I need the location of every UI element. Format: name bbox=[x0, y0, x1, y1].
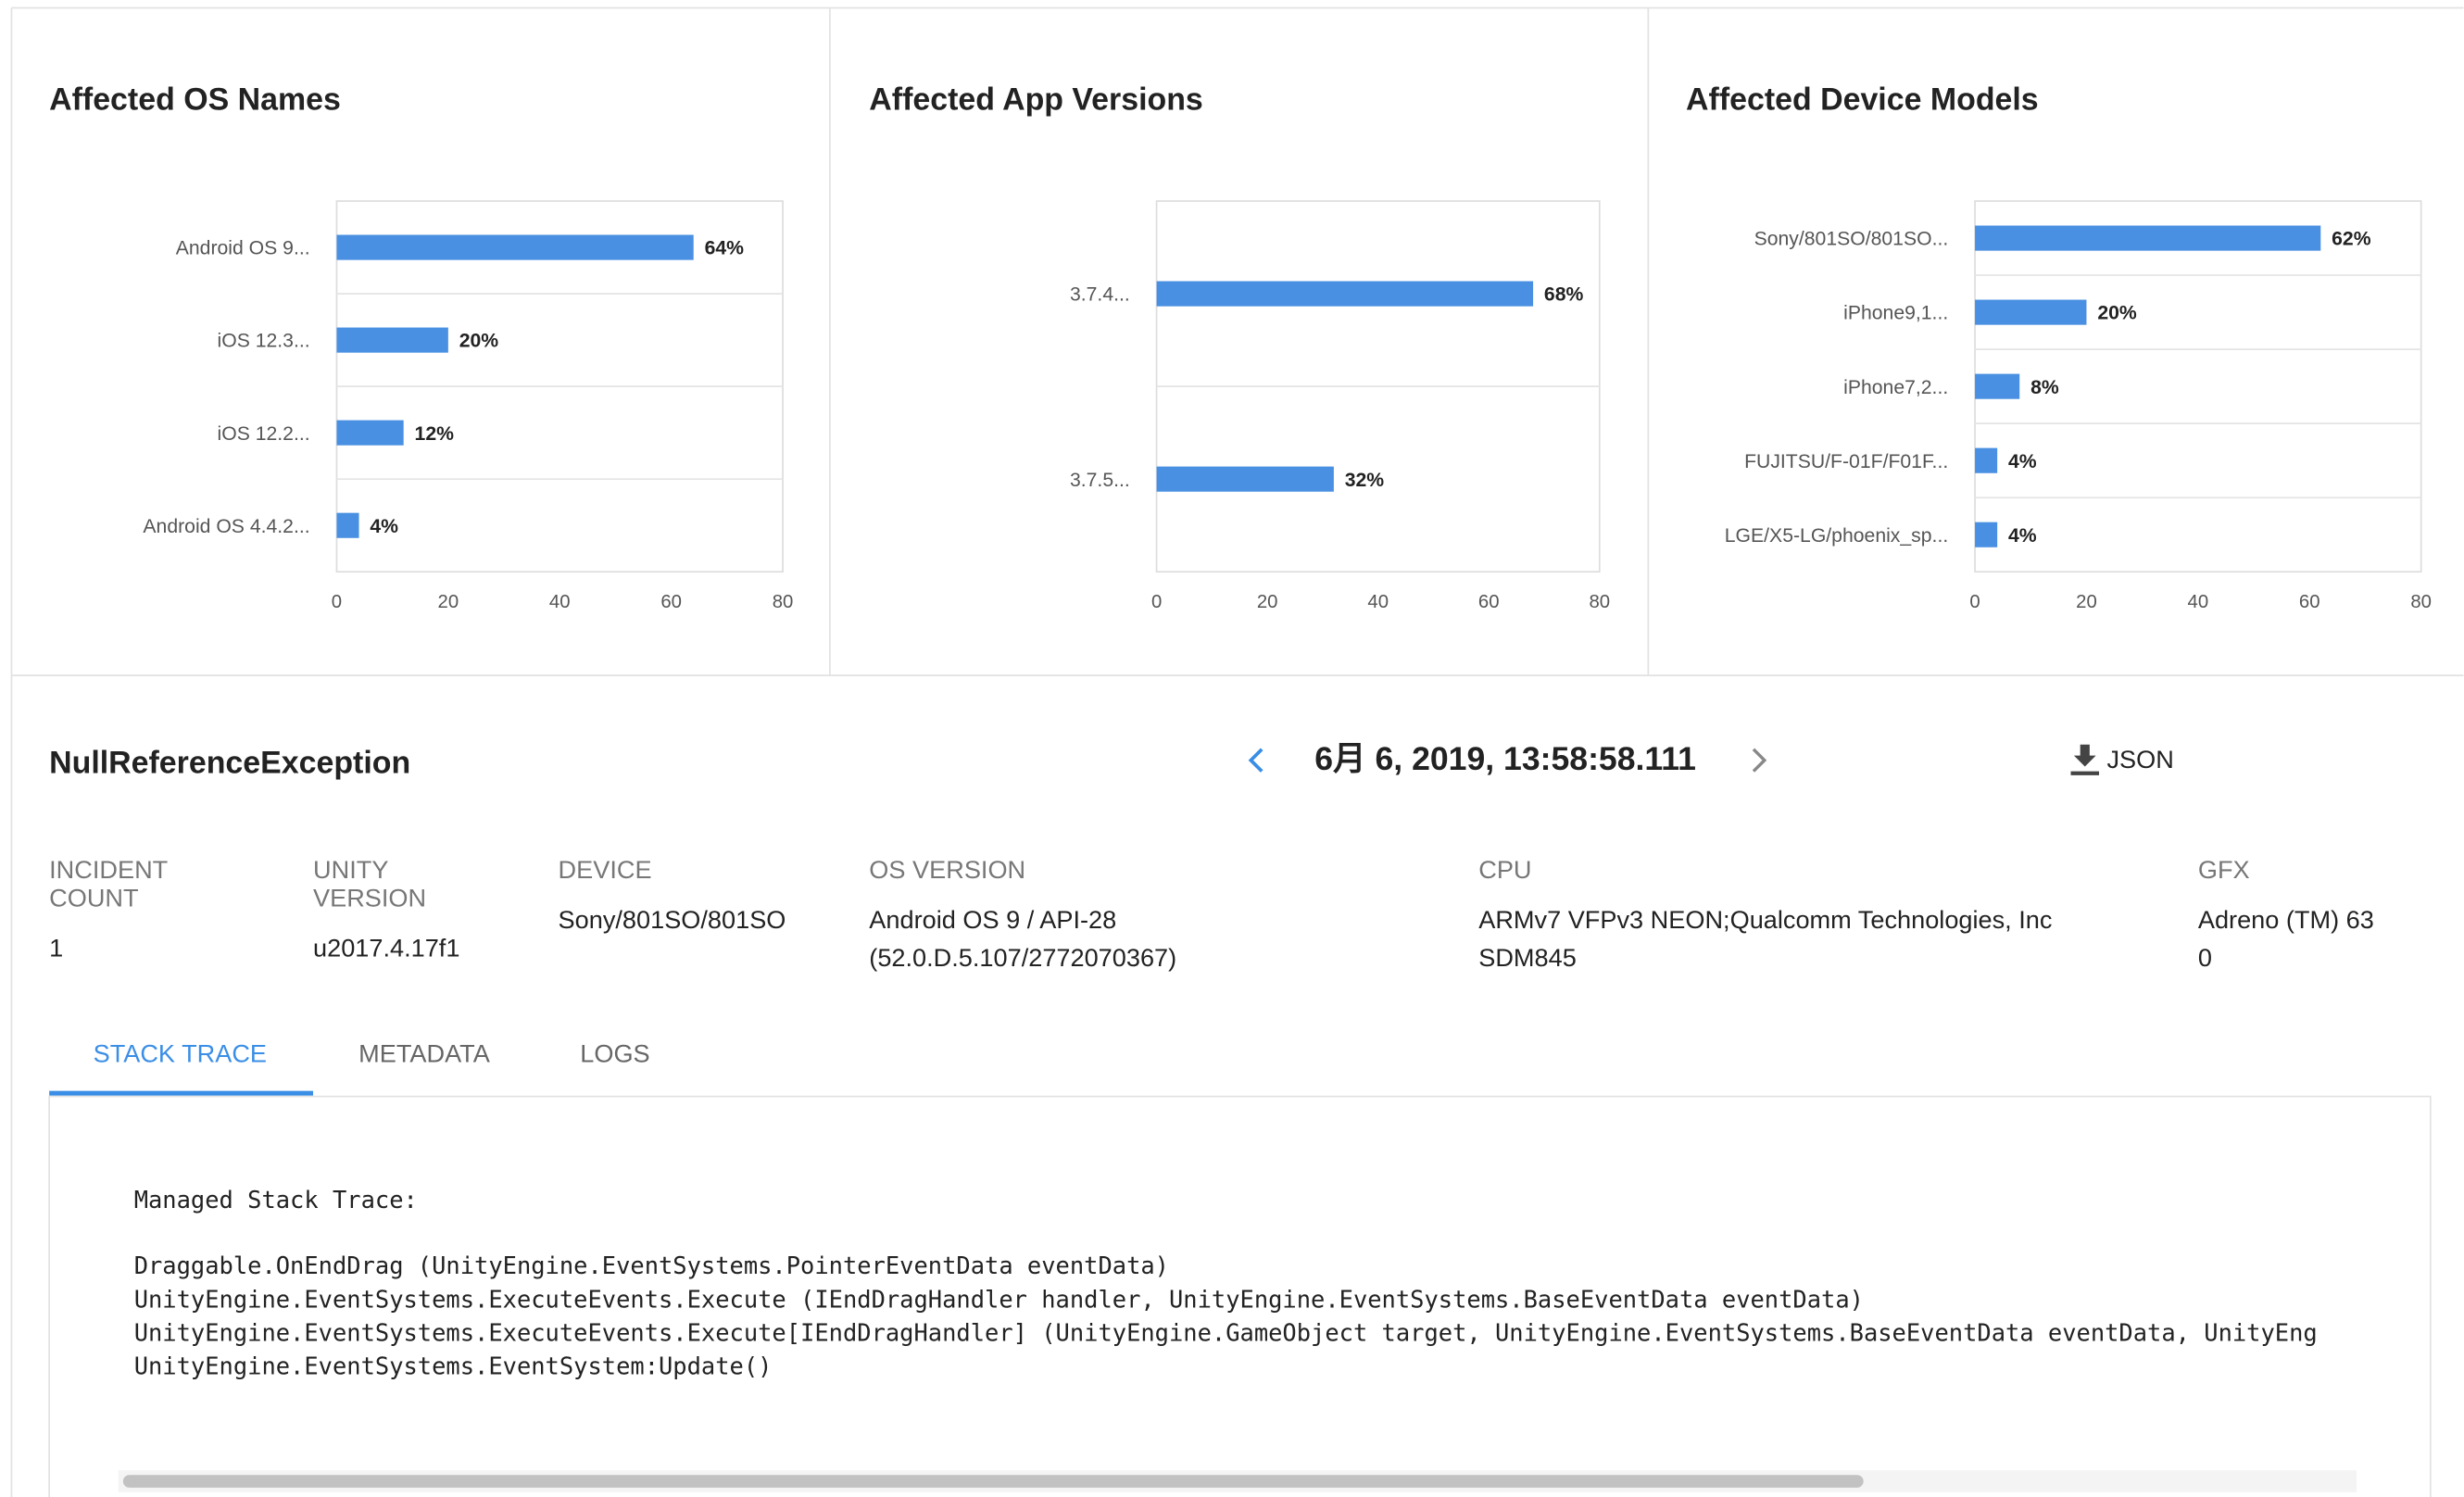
prev-arrow[interactable] bbox=[1248, 748, 1263, 773]
bar bbox=[1975, 522, 1998, 547]
x-tick-label: 60 bbox=[2299, 592, 2320, 612]
y-tick-label: Android OS 4.4.2... bbox=[143, 516, 309, 537]
y-tick-label: iPhone7,2... bbox=[1843, 377, 1948, 398]
field-label: UNITY VERSION bbox=[313, 857, 427, 913]
x-tick-label: 20 bbox=[438, 592, 459, 612]
field-value: Sony/801SO/801SO bbox=[558, 908, 786, 935]
bar bbox=[1156, 281, 1534, 307]
x-tick-label: 20 bbox=[1257, 592, 1278, 612]
stack-trace: Managed Stack Trace: Draggable.OnEndDrag … bbox=[134, 1186, 2318, 1380]
bar bbox=[1156, 466, 1334, 492]
bar bbox=[336, 512, 359, 538]
trace-line: Draggable.OnEndDrag (UnityEngine.EventSy… bbox=[134, 1252, 1169, 1279]
bar bbox=[1975, 373, 2020, 399]
value-label: 20% bbox=[2097, 303, 2137, 324]
chart-title: Affected OS Names bbox=[49, 82, 341, 118]
field-label: DEVICE bbox=[558, 857, 652, 885]
field: UNITY VERSION u2017.4.17f1 bbox=[313, 857, 460, 963]
incident-title: NullReferenceException bbox=[49, 745, 410, 780]
trace-line: UnityEngine.EventSystems.EventSystem:Upd… bbox=[134, 1352, 773, 1380]
value-label: 12% bbox=[415, 423, 455, 445]
download-label: JSON bbox=[2107, 745, 2174, 774]
x-tick-label: 40 bbox=[2188, 592, 2209, 612]
download-icon bbox=[2070, 744, 2100, 775]
trace-box bbox=[48, 1095, 2432, 1497]
field-value: Android OS 9 / API-28 (52.0.D.5.107/2772… bbox=[869, 908, 1177, 973]
trace-line: UnityEngine.EventSystems.ExecuteEvents.E… bbox=[134, 1318, 2318, 1346]
trace-line: UnityEngine.EventSystems.ExecuteEvents.E… bbox=[134, 1285, 1864, 1313]
x-tick-label: 60 bbox=[660, 592, 682, 612]
next-arrow[interactable] bbox=[1752, 748, 1767, 773]
tab[interactable]: STACK TRACE bbox=[94, 1038, 267, 1067]
x-tick-label: 0 bbox=[332, 592, 342, 612]
plot-border bbox=[1974, 200, 2422, 573]
bar bbox=[1975, 447, 1998, 473]
value-label: 68% bbox=[1544, 284, 1584, 306]
field: GFX Adreno (TM) 630 bbox=[2197, 857, 2374, 973]
y-tick-label: 3.7.5... bbox=[1070, 470, 1130, 491]
tab[interactable]: METADATA bbox=[358, 1038, 491, 1067]
field-label: CPU bbox=[1478, 857, 1532, 885]
value-label: 62% bbox=[2332, 229, 2371, 250]
bar bbox=[336, 234, 694, 260]
field-value: u2017.4.17f1 bbox=[313, 936, 460, 963]
bar bbox=[336, 327, 448, 353]
download-json[interactable]: JSON bbox=[2070, 744, 2174, 775]
value-label: 20% bbox=[459, 331, 499, 352]
value-label: 4% bbox=[370, 516, 398, 537]
x-tick-label: 80 bbox=[1589, 592, 1610, 612]
field-value: ARMv7 VFPv3 NEON;Qualcomm Technologies, … bbox=[1478, 908, 2053, 973]
value-label: 32% bbox=[1345, 470, 1385, 491]
field: INCIDENT COUNT 1 bbox=[49, 857, 168, 963]
y-tick-label: iPhone9,1... bbox=[1843, 303, 1948, 324]
x-tick-label: 60 bbox=[1478, 592, 1500, 612]
field-label: GFX bbox=[2197, 857, 2250, 885]
value-label: 64% bbox=[705, 238, 745, 259]
value-label: 4% bbox=[2008, 451, 2037, 472]
y-tick-label: Android OS 9... bbox=[176, 238, 310, 259]
y-tick-label: Sony/801SO/801SO... bbox=[1754, 229, 1949, 250]
y-tick-label: LGE/X5-LG/phoenix_sp... bbox=[1725, 525, 1948, 547]
field-value: 1 bbox=[49, 936, 64, 963]
bar bbox=[1975, 299, 2087, 325]
x-tick-label: 0 bbox=[1151, 592, 1162, 612]
x-tick-label: 20 bbox=[2076, 592, 2097, 612]
chart-title: Affected App Versions bbox=[869, 82, 1203, 118]
x-tick-label: 40 bbox=[549, 592, 571, 612]
bar bbox=[1975, 225, 2321, 251]
tab[interactable]: LOGS bbox=[580, 1038, 649, 1067]
y-tick-label: iOS 12.2... bbox=[218, 423, 310, 445]
field-label: INCIDENT COUNT bbox=[49, 857, 168, 913]
scroll-thumb[interactable] bbox=[122, 1475, 1864, 1488]
panel-borders bbox=[10, 6, 2464, 1497]
trace-heading: Managed Stack Trace: bbox=[134, 1186, 418, 1214]
y-tick-label: 3.7.4... bbox=[1070, 284, 1130, 306]
field-value: Adreno (TM) 630 bbox=[2197, 908, 2374, 973]
x-tick-label: 40 bbox=[1367, 592, 1389, 612]
x-tick-label: 80 bbox=[773, 592, 794, 612]
value-label: 4% bbox=[2008, 525, 2037, 547]
y-tick-label: FUJITSU/F-01F/F01F... bbox=[1744, 451, 1948, 472]
y-tick-label: iOS 12.3... bbox=[218, 331, 310, 352]
field-label: OS VERSION bbox=[869, 857, 1026, 885]
field: OS VERSION Android OS 9 / API-28 (52.0.D.… bbox=[869, 857, 1177, 973]
chart-title: Affected Device Models bbox=[1686, 82, 2039, 118]
timestamp: 6月 6, 2019, 13:58:58.111 bbox=[1314, 740, 1696, 777]
field: DEVICE Sony/801SO/801SO bbox=[558, 857, 786, 935]
x-tick-label: 80 bbox=[2410, 592, 2432, 612]
bar bbox=[336, 420, 404, 446]
x-tick-label: 0 bbox=[1969, 592, 1980, 612]
value-label: 8% bbox=[2030, 377, 2059, 398]
field: CPU ARMv7 VFPv3 NEON;Qualcomm Technologie… bbox=[1478, 857, 2053, 973]
